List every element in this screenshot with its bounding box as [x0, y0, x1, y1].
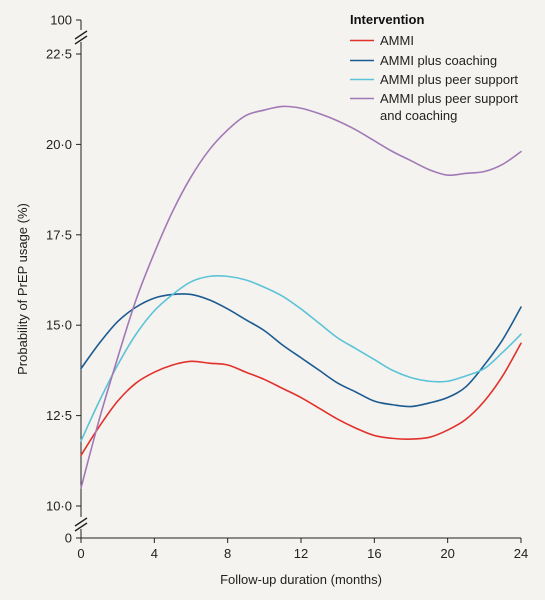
y-axis-break-mark-bottom-2 — [74, 522, 88, 532]
y-tick-label: 22·5 — [46, 47, 72, 62]
y-tick-label: 12·5 — [46, 408, 72, 423]
legend-label: and coaching — [380, 108, 457, 123]
y-axis-break-mark-top-2 — [74, 35, 88, 45]
series-line-ammi-peer-support-coaching — [80, 105, 522, 489]
y-tick-label: 15·0 — [46, 318, 72, 333]
legend-label: AMMI plus peer support — [380, 91, 518, 106]
series-line-ammi-peer-support — [80, 275, 522, 442]
y-tick-label: 10·0 — [46, 499, 72, 514]
series-line-ammi — [80, 342, 522, 457]
y-tick-label: 100 — [50, 13, 72, 28]
legend-label: AMMI — [380, 33, 414, 48]
legend-label: AMMI plus peer support — [380, 72, 518, 87]
x-tick-label: 20 — [440, 546, 454, 561]
y-tick-label: 0 — [65, 531, 72, 546]
x-tick-label: 8 — [224, 546, 231, 561]
y-tick-label: 20·0 — [46, 137, 72, 152]
y-axis-break-mark-top-1 — [74, 30, 88, 40]
y-axis-break-mark-bottom-1 — [74, 517, 88, 527]
x-tick-label: 0 — [77, 546, 84, 561]
legend-title: Intervention — [350, 12, 424, 27]
y-axis-title: Probability of PrEP usage (%) — [15, 203, 30, 375]
x-axis-title: Follow-up duration (months) — [220, 572, 382, 587]
series-line-ammi-coaching — [80, 293, 522, 408]
x-tick-label: 16 — [367, 546, 381, 561]
x-tick-label: 12 — [294, 546, 308, 561]
x-tick-label: 24 — [514, 546, 528, 561]
legend-label: AMMI plus coaching — [380, 53, 497, 68]
y-tick-label: 17·5 — [46, 227, 72, 242]
x-tick-label: 4 — [151, 546, 158, 561]
